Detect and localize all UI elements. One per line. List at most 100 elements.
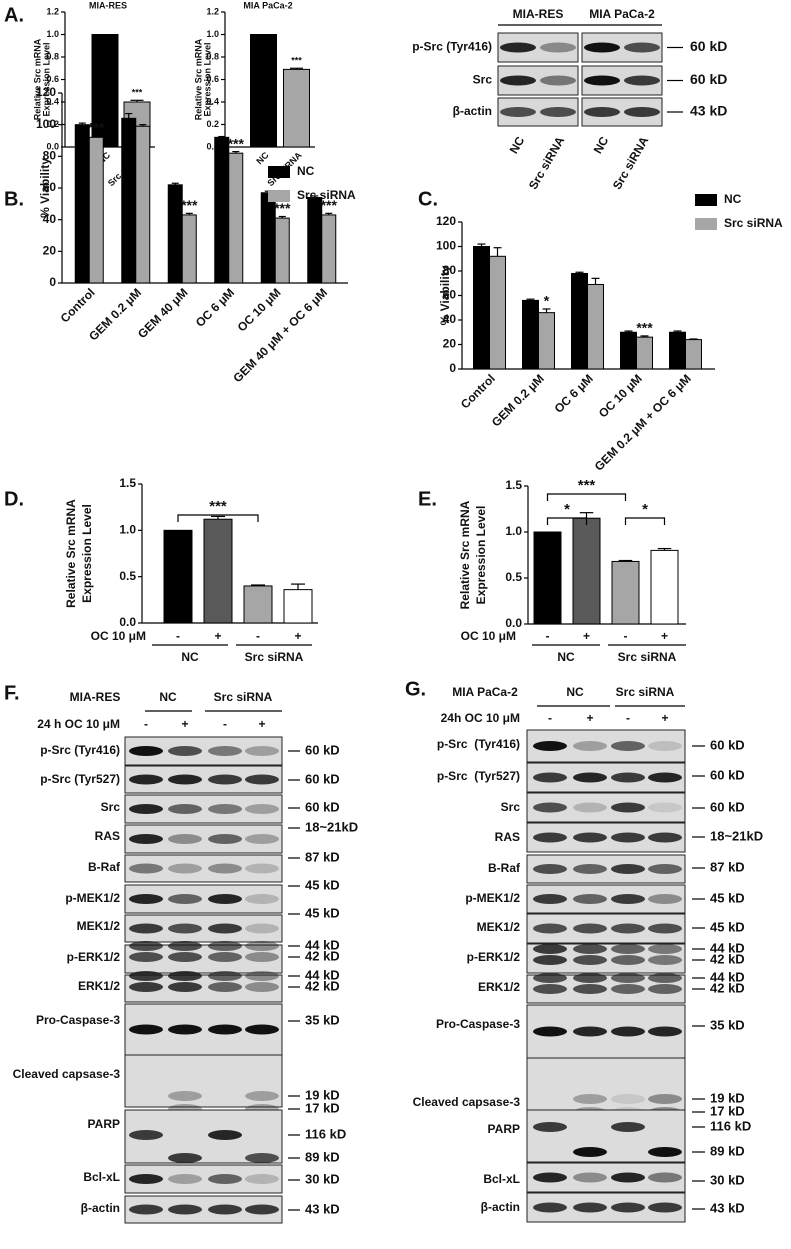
blot-box — [124, 1054, 283, 1108]
size-label: 44 kD — [305, 937, 340, 952]
bar — [650, 549, 679, 625]
y-tick-label: 120 — [36, 85, 56, 99]
band — [573, 944, 607, 954]
band — [129, 1130, 163, 1140]
band — [573, 973, 607, 983]
panel-label: B. — [4, 188, 24, 210]
band — [245, 1091, 279, 1101]
band — [648, 772, 682, 783]
band — [573, 955, 607, 965]
y-tick-label: 20 — [443, 337, 457, 351]
blot-box — [124, 854, 283, 883]
band — [611, 1094, 645, 1104]
y-axis-label: Relative Src mRNA — [193, 38, 203, 120]
band — [208, 863, 242, 874]
x-row-label: OC 10 μM — [461, 629, 516, 643]
x-tick-label: - — [546, 629, 550, 643]
band — [245, 863, 279, 874]
annotation: *** — [291, 56, 302, 66]
size-label: 42 kD — [710, 951, 745, 966]
treatment-label: 24 h OC 10 μM — [37, 717, 120, 731]
y-tick-label: 80 — [43, 149, 57, 163]
band — [208, 982, 242, 992]
bar — [135, 125, 151, 284]
y-tick-label: 0.2 — [206, 119, 219, 129]
y-tick-label: 1.0 — [505, 524, 522, 538]
row-label: Bcl-xL — [483, 1172, 520, 1186]
size-label: 45 kD — [305, 877, 340, 892]
band — [129, 971, 163, 981]
band — [573, 1026, 607, 1037]
y-tick-label: 1.0 — [46, 29, 59, 39]
y-axis-label: Relative Src mRNA — [64, 499, 78, 608]
x-tick-label: + — [214, 629, 221, 643]
band — [611, 894, 645, 904]
significance-bracket — [624, 517, 666, 525]
bar — [489, 255, 506, 370]
bar — [121, 117, 137, 284]
cell-line: MIA PaCa-2 — [452, 685, 518, 699]
band — [540, 75, 576, 86]
y-axis-label: Expression Level — [202, 42, 212, 116]
size-label: 19 kD — [305, 1087, 340, 1102]
band — [573, 802, 607, 813]
band — [500, 107, 536, 117]
x-tick-label: GEM 0.2 μM — [489, 371, 547, 429]
sign: + — [661, 711, 668, 725]
group-label: NC — [557, 650, 575, 664]
lane-label: NC — [591, 134, 612, 156]
band — [611, 864, 645, 874]
band — [168, 952, 202, 962]
band — [573, 1172, 607, 1183]
band — [208, 834, 242, 844]
row-label: Src — [501, 800, 521, 814]
band — [168, 1174, 202, 1184]
row-label: Cleaved capsase-3 — [13, 1067, 121, 1081]
band — [129, 774, 163, 785]
bar — [538, 312, 555, 370]
x-tick-label: OC 10 μM — [235, 285, 284, 334]
size-label: 17 kD — [710, 1103, 745, 1118]
x-tick-label: OC 6 μM — [552, 371, 596, 415]
size-label: 44 kD — [305, 967, 340, 982]
band — [245, 834, 279, 844]
group-label: Src siRNA — [214, 690, 273, 704]
bar — [228, 152, 244, 284]
size-label: 60 kD — [690, 38, 727, 54]
bar — [636, 336, 653, 370]
legend-label: NC — [297, 164, 315, 178]
band — [611, 1172, 645, 1183]
significance-label: * — [564, 501, 570, 518]
annotation: * — [544, 293, 550, 309]
band — [573, 864, 607, 874]
size-label: 30 kD — [710, 1172, 745, 1187]
annotation: *** — [132, 88, 143, 98]
band — [573, 772, 607, 783]
panel-label: A. — [4, 4, 24, 26]
band — [245, 982, 279, 992]
band — [573, 1094, 607, 1104]
band — [208, 804, 242, 814]
y-tick-label: 40 — [43, 212, 57, 226]
band — [584, 107, 620, 117]
row-label: B-Raf — [88, 860, 121, 874]
bar — [587, 283, 604, 370]
y-axis-label: % Viability — [438, 265, 452, 325]
bar — [572, 517, 601, 625]
group-label: NC — [181, 650, 199, 664]
panel-label: C. — [418, 188, 438, 210]
band — [648, 923, 682, 934]
legend-swatch — [695, 194, 717, 206]
row-label: β-actin — [453, 104, 492, 118]
band — [648, 1202, 682, 1213]
size-label: 44 kD — [710, 969, 745, 984]
row-label: β-actin — [481, 1200, 520, 1214]
y-tick-label: 0.2 — [46, 119, 59, 129]
x-tick-label: NC — [254, 150, 271, 167]
size-label: 60 kD — [305, 771, 340, 786]
y-tick-label: 100 — [36, 117, 56, 131]
size-label: 60 kD — [690, 71, 727, 87]
significance-bracket — [177, 514, 259, 522]
bar — [522, 299, 539, 370]
panel-label: E. — [418, 488, 437, 510]
